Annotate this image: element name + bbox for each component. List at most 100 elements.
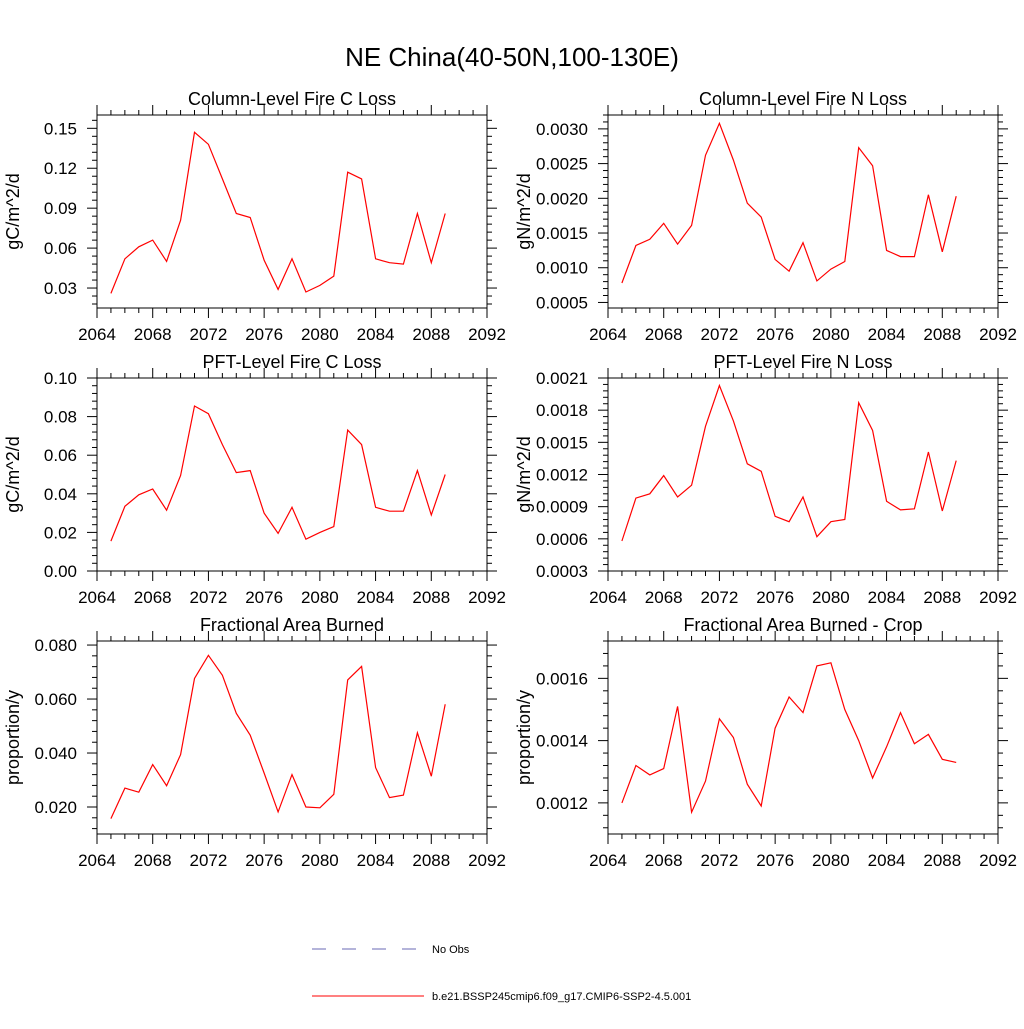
x-tick-label: 2080 [812, 588, 850, 607]
panels: Column-Level Fire C Loss 2064 2068 2072 2076… [3, 89, 1017, 870]
x-tick-label: 2068 [645, 851, 683, 870]
y-tick-label: 0.04 [44, 485, 77, 504]
chart-panel-4: PFT-Level Fire N Loss 2064 2068 2072 2076 208… [514, 352, 1017, 607]
x-tick-label: 2068 [645, 588, 683, 607]
y-tick-label: 0.0015 [536, 433, 588, 452]
page-title: NE China(40-50N,100-130E) [345, 42, 679, 72]
y-tick-label: 0.0012 [536, 794, 588, 813]
y-tick-label: 0.12 [44, 159, 77, 178]
x-tick-label: 2088 [412, 851, 450, 870]
chart-panel-1: Column-Level Fire C Loss 2064 2068 2072 2076… [3, 89, 506, 344]
x-tick-label: 2080 [301, 325, 339, 344]
x-tick-label: 2072 [701, 588, 739, 607]
x-tick-label: 2064 [78, 325, 116, 344]
series-line-1 [621, 383, 957, 542]
y-tick-label: 0.0012 [536, 466, 588, 485]
x-tick-label: 2068 [134, 588, 172, 607]
y-tick-label: 0.0009 [536, 498, 588, 517]
y-tick-label: 0.0018 [536, 401, 588, 420]
x-tick-label: 2068 [645, 325, 683, 344]
x-tick-label: 2088 [923, 851, 961, 870]
x-tick-label: 2092 [979, 325, 1017, 344]
y-tick-label: 0.0014 [536, 732, 588, 751]
y-tick-label: 0.040 [34, 744, 77, 763]
chart-panel-2: Column-Level Fire N Loss 2064 2068 2072 2076… [514, 89, 1017, 344]
y-tick-label: 0.020 [34, 798, 77, 817]
x-tick-label: 2088 [923, 325, 961, 344]
plot-frame [96, 114, 488, 309]
x-tick-label: 2084 [868, 851, 906, 870]
x-tick-label: 2080 [301, 588, 339, 607]
legend: No Obs b.e21.BSSP245cmip6.f09_g17.CMIP6-S… [312, 944, 691, 1003]
x-tick-label: 2080 [812, 325, 850, 344]
y-tick-label: 0.0030 [536, 120, 588, 139]
y-axis-label: proportion/y [3, 690, 23, 785]
plot-frame [607, 377, 999, 572]
x-tick-label: 2076 [756, 851, 794, 870]
x-tick-label: 2088 [412, 325, 450, 344]
panel-title: Fractional Area Burned [200, 615, 384, 635]
y-tick-label: 0.09 [44, 199, 77, 218]
x-tick-label: 2092 [468, 851, 506, 870]
panel-title: PFT-Level Fire C Loss [202, 352, 381, 372]
series-line-1 [621, 121, 957, 284]
y-tick-label: 0.00 [44, 562, 77, 581]
y-tick-label: 0.06 [44, 446, 77, 465]
x-tick-label: 2072 [190, 588, 228, 607]
x-tick-label: 2088 [412, 588, 450, 607]
y-tick-label: 0.080 [34, 636, 77, 655]
plot-frame [96, 640, 488, 835]
legend-label: No Obs [432, 944, 470, 956]
series-line-1 [110, 131, 446, 294]
y-tick-label: 0.08 [44, 408, 77, 427]
panel-title: PFT-Level Fire N Loss [713, 352, 892, 372]
panel-title: Fractional Area Burned - Crop [683, 615, 922, 635]
x-tick-label: 2064 [589, 588, 627, 607]
x-tick-label: 2064 [78, 851, 116, 870]
x-tick-label: 2080 [301, 851, 339, 870]
x-tick-label: 2076 [756, 325, 794, 344]
x-tick-label: 2084 [868, 588, 906, 607]
x-tick-label: 2076 [245, 851, 283, 870]
panel-title: Column-Level Fire N Loss [699, 89, 907, 109]
series-line-1 [110, 405, 446, 542]
series-line-1 [110, 654, 446, 819]
x-tick-label: 2092 [979, 588, 1017, 607]
x-tick-label: 2072 [190, 851, 228, 870]
y-tick-label: 0.0020 [536, 189, 588, 208]
y-axis-label: gC/m^2/d [3, 436, 23, 512]
panel-title: Column-Level Fire C Loss [188, 89, 396, 109]
legend-entry-2: b.e21.BSSP245cmip6.f09_g17.CMIP6-SSP2-4.… [312, 991, 691, 1003]
x-tick-label: 2076 [245, 325, 283, 344]
legend-label: b.e21.BSSP245cmip6.f09_g17.CMIP6-SSP2-4.… [432, 991, 691, 1003]
x-tick-label: 2084 [868, 325, 906, 344]
y-tick-label: 0.15 [44, 119, 77, 138]
y-tick-label: 0.02 [44, 523, 77, 542]
y-tick-label: 0.060 [34, 690, 77, 709]
y-tick-label: 0.0010 [536, 259, 588, 278]
y-axis-label: gN/m^2/d [514, 173, 534, 249]
chart-panel-6: Fractional Area Burned - Crop 2064 2068 207… [514, 615, 1017, 870]
y-tick-label: 0.0021 [536, 369, 588, 388]
x-tick-label: 2084 [357, 325, 395, 344]
x-tick-label: 2072 [190, 325, 228, 344]
plot-frame [607, 114, 999, 309]
x-tick-label: 2092 [468, 325, 506, 344]
x-tick-label: 2072 [701, 851, 739, 870]
y-axis-label: gC/m^2/d [3, 173, 23, 249]
y-tick-label: 0.0025 [536, 155, 588, 174]
x-tick-label: 2084 [357, 588, 395, 607]
x-tick-label: 2084 [357, 851, 395, 870]
x-tick-label: 2076 [245, 588, 283, 607]
y-tick-label: 0.0015 [536, 224, 588, 243]
y-tick-label: 0.03 [44, 279, 77, 298]
x-tick-label: 2064 [589, 325, 627, 344]
x-tick-label: 2064 [78, 588, 116, 607]
legend-entry-1: No Obs [312, 944, 470, 956]
y-tick-label: 0.06 [44, 239, 77, 258]
y-tick-label: 0.0006 [536, 530, 588, 549]
x-tick-label: 2076 [756, 588, 794, 607]
y-tick-label: 0.10 [44, 369, 77, 388]
x-tick-label: 2068 [134, 325, 172, 344]
